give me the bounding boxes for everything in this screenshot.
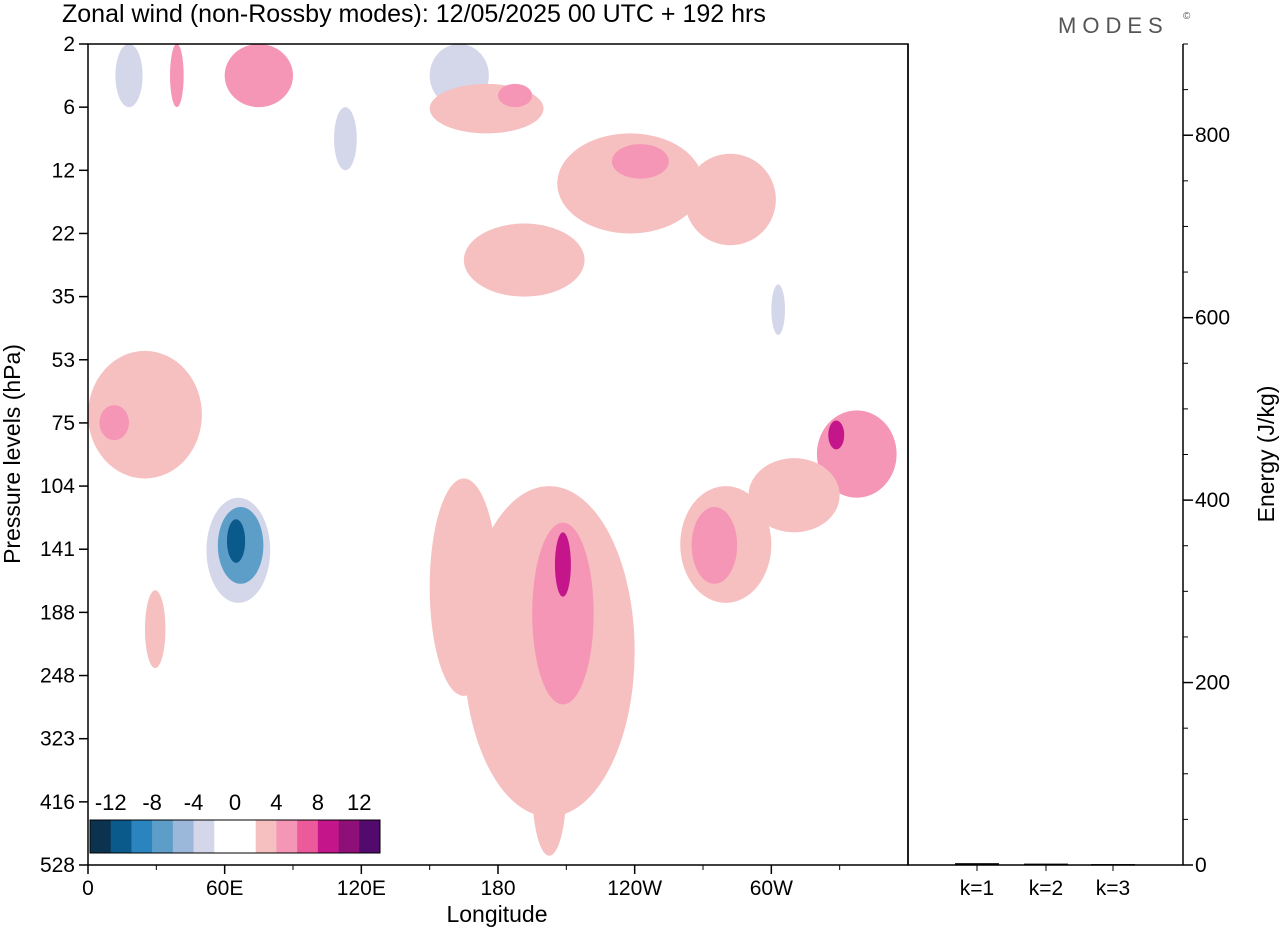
wind-region [99,405,129,441]
y-tick-label: 141 [40,538,75,561]
colorbar-swatch [297,820,319,853]
energy-tick-label: 400 [1195,489,1230,512]
energy-axis-title: Energy (J/kg) [1253,386,1279,523]
wind-region [170,43,184,108]
energy-bar [955,863,999,865]
colorbar-swatch [359,820,381,853]
brand-logo: MODES © [1058,11,1191,38]
y-tick-label: 75 [52,412,75,435]
x-tick-label: 120E [337,877,386,900]
wind-region [88,43,116,108]
brand-text: MODES [1058,13,1169,38]
wind-region [828,420,845,450]
wind-region [270,648,339,805]
colorbar-label: 4 [270,790,282,815]
x-tick-label: 0 [82,877,94,900]
x-tick-label: 60E [206,877,243,900]
colorbar-swatch [255,820,277,853]
heatmap-area [88,43,897,856]
colorbar-swatch [131,820,153,853]
energy-category-label: k=3 [1096,877,1130,900]
wind-region [532,522,594,705]
y-tick-label: 104 [40,475,75,498]
energy-tick-label: 600 [1195,307,1230,330]
energy-tick-label: 200 [1195,672,1230,695]
colorbar: -12 -8 -4 0 4 8 12 [89,790,381,854]
y-tick-label: 6 [63,96,75,119]
colorbar-label: -4 [184,790,204,815]
chart-title: Zonal wind (non-Rossby modes): 12/05/202… [62,0,766,28]
colorbar-swatch [90,820,112,853]
y-tick-label: 2 [63,33,75,56]
x-tick-label: 120W [607,877,662,900]
colorbar-swatch [317,820,339,853]
x-axis-title: Longitude [446,901,547,927]
wind-region [684,153,776,246]
energy-bar [1091,864,1135,866]
wind-region [634,626,772,780]
x-tick-label: 60W [750,877,793,900]
colorbar-label: -8 [142,790,162,815]
y-tick-label: 416 [40,791,75,814]
wind-region [748,458,840,533]
brand-mark: © [1183,11,1191,22]
colorbar-label: -12 [95,790,127,815]
y-tick-label: 35 [52,286,75,309]
energy-bar [1024,863,1068,866]
wind-region [88,350,202,479]
y-tick-label: 248 [40,665,75,688]
wind-region [334,107,357,171]
energy-tick-label: 0 [1195,854,1207,877]
wind-region [816,626,897,793]
wind-region [497,83,533,108]
x-tick-label: 180 [480,877,515,900]
y-tick-label: 188 [40,601,75,624]
wind-region [226,519,246,563]
y-tick-label: 12 [52,159,75,182]
energy-panel: 0 200 400 600 800 k=1 k=2 k=3 [907,43,1230,900]
energy-category-label: k=2 [1029,877,1063,900]
wind-region [324,43,430,108]
wind-region [144,590,166,669]
wind-region [224,43,293,108]
wind-region [748,44,874,134]
energy-category-label: k=1 [960,877,994,900]
colorbar-swatch [193,820,215,853]
colorbar-swatch [338,820,360,853]
wind-region [115,43,143,108]
wind-region [338,453,453,533]
wind-region [771,284,786,335]
wind-region [201,107,453,297]
y-axis-title: Pressure levels (hPa) [0,344,25,564]
colorbar-swatch [152,820,174,853]
colorbar-swatch [235,820,257,853]
colorbar-swatch [110,820,132,853]
wind-region [554,532,571,597]
wind-region [532,721,567,856]
wind-region [88,736,107,802]
y-tick-label: 528 [40,854,75,877]
wind-region [691,506,738,584]
wind-region [463,223,585,297]
energy-tick-label: 800 [1195,124,1230,147]
colorbar-swatch [214,820,236,853]
y-axis: 2 6 12 22 35 53 75 104 141 188 248 323 416 528 [40,33,88,877]
colorbar-label: 0 [229,790,241,815]
y-tick-label: 53 [52,349,75,372]
colorbar-swatch [172,820,194,853]
wind-region [611,144,669,179]
colorbar-label: 8 [312,790,324,815]
x-axis: 0 60E 120E 180 120W 60W [82,865,841,900]
colorbar-frame [89,819,381,854]
y-tick-label: 22 [52,222,75,245]
colorbar-swatch [276,820,298,853]
colorbar-label: 12 [347,790,371,815]
y-tick-label: 323 [40,728,75,751]
